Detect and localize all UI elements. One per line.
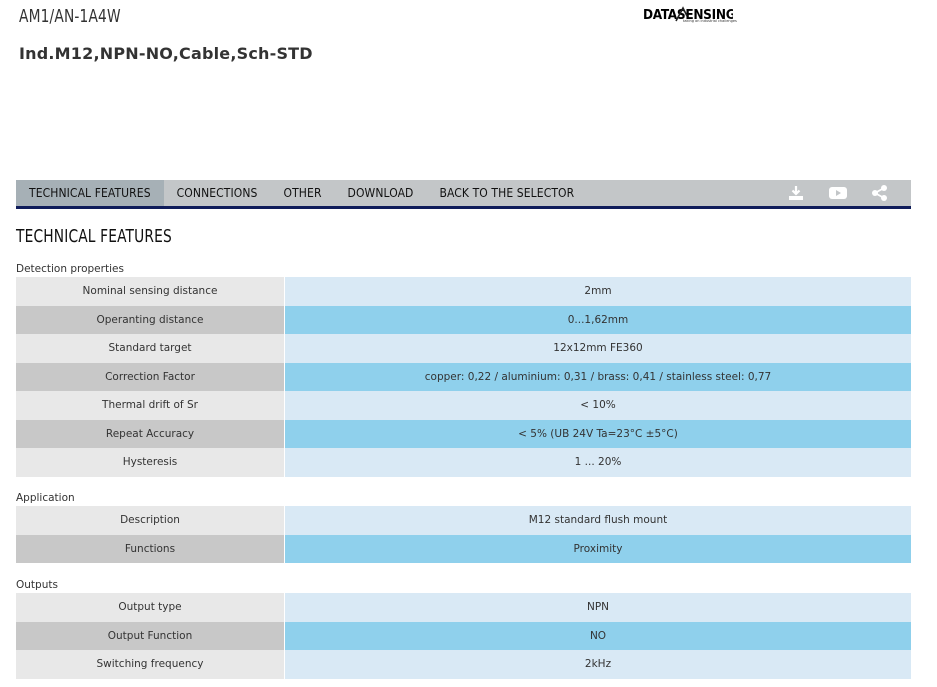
row-value: 1 ... 20%	[285, 448, 911, 477]
table-row: Functions Proximity	[16, 534, 911, 563]
tab-download[interactable]: DOWNLOAD	[347, 186, 414, 200]
download-icon[interactable]	[775, 180, 817, 206]
table-row: Switching frequency 2kHz	[16, 650, 911, 679]
table-row: Nominal sensing distance 2mm	[16, 277, 911, 306]
group-title: Application	[16, 492, 75, 504]
tab-other[interactable]: OTHER	[283, 186, 322, 200]
group-title: Outputs	[16, 579, 58, 591]
row-value: 12x12mm FE360	[285, 334, 911, 363]
section-title: TECHNICAL FEATURES	[16, 226, 172, 247]
row-label: Repeat Accuracy	[16, 419, 285, 448]
row-label: Standard target	[16, 334, 285, 363]
table-row: Correction Factor copper: 0,22 / alumini…	[16, 362, 911, 391]
row-value: 2kHz	[285, 650, 911, 679]
logo-tagline: taking on industrial challenges	[683, 19, 737, 23]
table-row: Standard target 12x12mm FE360	[16, 334, 911, 363]
row-value: NO	[285, 621, 911, 650]
tab-back-to-selector[interactable]: BACK TO THE SELECTOR	[439, 186, 575, 200]
row-label: Output type	[16, 593, 285, 622]
group-detection-properties: Detection properties Nominal sensing dis…	[16, 261, 911, 477]
row-value: 2mm	[285, 277, 911, 306]
row-label: Thermal drift of Sr	[16, 391, 285, 420]
row-value: copper: 0,22 / aluminium: 0,31 / brass: …	[285, 362, 911, 391]
share-icon[interactable]	[859, 180, 901, 206]
row-value: 0...1,62mm	[285, 305, 911, 334]
group-title: Detection properties	[16, 263, 124, 275]
group-application: Application Description M12 standard flu…	[16, 490, 911, 563]
tab-technical-features[interactable]: TECHNICAL FEATURES	[16, 180, 164, 206]
tab-connections[interactable]: CONNECTIONS	[176, 186, 258, 200]
row-label: Nominal sensing distance	[16, 277, 285, 306]
group-outputs: Outputs Output type NPN Output Function …	[16, 577, 911, 679]
product-description: Ind.M12,NPN-NO,Cable,Sch-STD	[19, 44, 313, 63]
datasensing-logo[interactable]: DATASENSING taking on industrial challen…	[643, 6, 737, 24]
row-label: Output Function	[16, 621, 285, 650]
section-navbar: TECHNICAL FEATURES CONNECTIONS OTHER DOW…	[16, 180, 911, 209]
table-row: Description M12 standard flush mount	[16, 506, 911, 535]
logo-wordmark: DATASENSING	[643, 7, 733, 23]
nav-icon-group	[775, 180, 911, 206]
logo-mark: DATASENSING	[643, 6, 736, 23]
table-row: Thermal drift of Sr < 10%	[16, 391, 911, 420]
row-label: Operanting distance	[16, 305, 285, 334]
row-label: Description	[16, 506, 285, 535]
table-row: Output Function NO	[16, 621, 911, 650]
product-code: AM1/AN-1A4W	[19, 6, 121, 27]
row-value: M12 standard flush mount	[285, 506, 911, 535]
row-label: Hysteresis	[16, 448, 285, 477]
table-row: Operanting distance 0...1,62mm	[16, 305, 911, 334]
youtube-icon[interactable]	[817, 180, 859, 206]
row-value: Proximity	[285, 534, 911, 563]
table-row: Output type NPN	[16, 593, 911, 622]
row-value: < 5% (UB 24V Ta=23°C ±5°C)	[285, 419, 911, 448]
table-row: Repeat Accuracy < 5% (UB 24V Ta=23°C ±5°…	[16, 419, 911, 448]
row-value: < 10%	[285, 391, 911, 420]
row-value: NPN	[285, 593, 911, 622]
row-label: Functions	[16, 534, 285, 563]
row-label: Correction Factor	[16, 362, 285, 391]
table-row: Hysteresis 1 ... 20%	[16, 448, 911, 477]
row-label: Switching frequency	[16, 650, 285, 679]
